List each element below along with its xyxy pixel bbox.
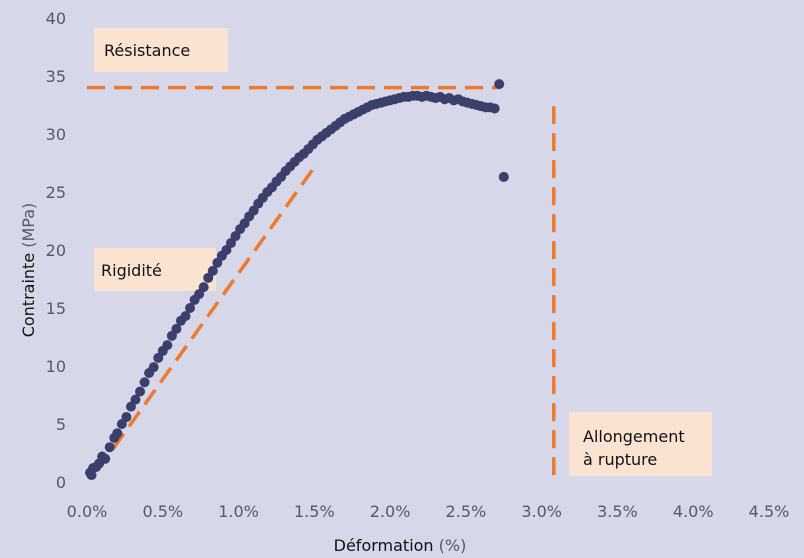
data-point [104,442,115,453]
x-tick-label: 0.5% [142,502,183,521]
data-point [135,386,146,397]
x-tick-label: 4.0% [673,502,714,521]
data-point [207,265,218,276]
data-point [162,340,173,351]
data-point [100,453,111,464]
rigidite-label-box [94,248,216,291]
allongement-label-line1: Allongement [583,427,685,446]
data-point [121,412,132,423]
x-tick-label: 4.5% [749,502,790,521]
data-point [139,377,150,388]
data-point [112,428,123,439]
y-tick-label: 5 [56,415,66,434]
data-point [130,394,141,405]
stiffness-guide-line [96,161,319,472]
x-tick-label: 3.5% [597,502,638,521]
rigidite-label: Rigidité [101,261,162,280]
y-axis-title: Contrainte (MPa) [19,203,38,338]
x-tick-label: 1.5% [294,502,335,521]
x-tick-label: 3.0% [521,502,562,521]
x-tick-label: 0.0% [67,502,108,521]
y-tick-label: 40 [46,9,66,28]
data-point [494,79,505,90]
y-tick-label: 0 [56,473,66,492]
y-tick-labels: 0 5 10 15 20 25 30 35 40 [46,9,66,492]
data-point [489,103,500,114]
y-tick-label: 20 [46,241,66,260]
data-point [148,362,159,373]
allongement-label-line2: à rupture [583,450,657,469]
data-point [171,323,182,334]
resistance-label-box [94,28,228,72]
y-axis-unit: (MPa) [19,203,38,248]
data-point [180,311,191,322]
data-points [85,79,509,481]
x-tick-labels: 0.0% 0.5% 1.0% 1.5% 2.0% 2.5% 3.0% 3.5% 4.0% 4.5% [67,502,790,521]
allongement-label-box [569,412,712,476]
y-tick-label: 15 [46,299,66,318]
x-axis-label: Déformation [334,536,434,555]
data-point [185,303,196,313]
y-tick-label: 10 [46,357,66,376]
y-tick-label: 30 [46,125,66,144]
data-point [198,282,209,293]
x-tick-label: 2.0% [370,502,411,521]
x-axis-unit: (%) [439,536,467,555]
x-tick-label: 1.0% [218,502,259,521]
y-axis-label: Contrainte [19,253,38,337]
x-tick-label: 2.5% [446,502,487,521]
resistance-label: Résistance [104,41,190,60]
x-axis-title: Déformation (%) [334,536,467,555]
y-tick-label: 25 [46,183,66,202]
y-tick-label: 35 [46,67,66,86]
data-point [498,171,509,182]
